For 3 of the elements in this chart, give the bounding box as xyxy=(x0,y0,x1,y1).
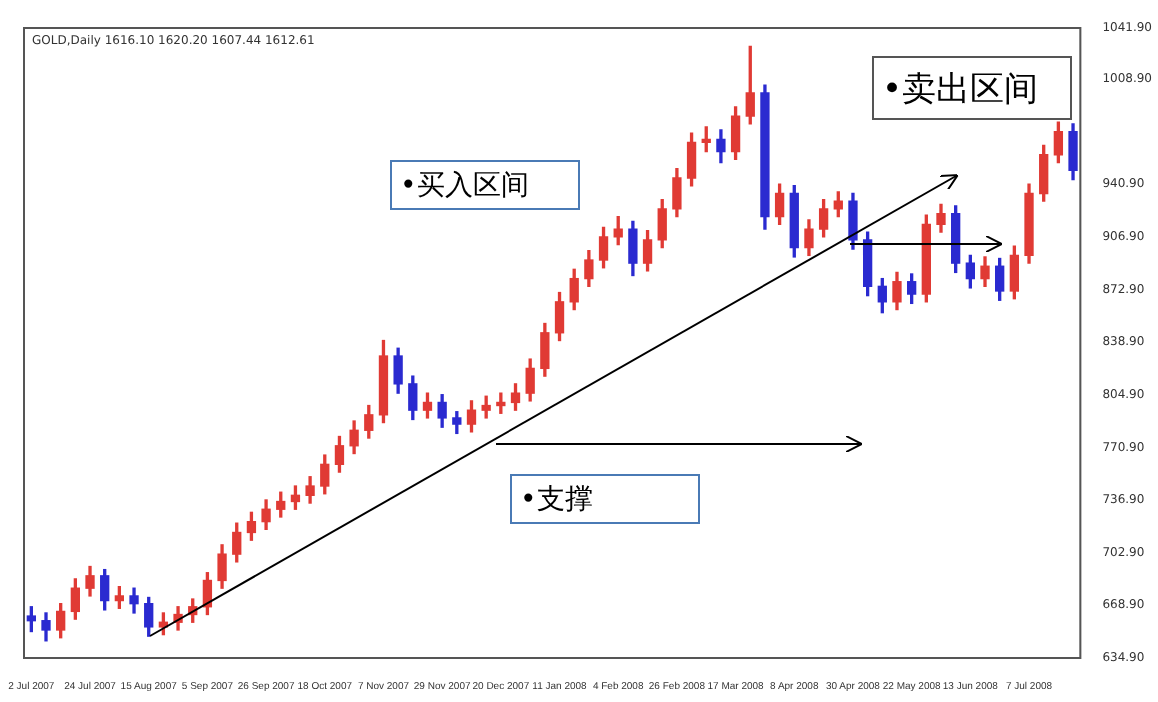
annotation: •买入区间 xyxy=(390,160,580,210)
annotation: •支撑 xyxy=(510,474,700,524)
annotation: •卖出区间 xyxy=(872,56,1072,120)
